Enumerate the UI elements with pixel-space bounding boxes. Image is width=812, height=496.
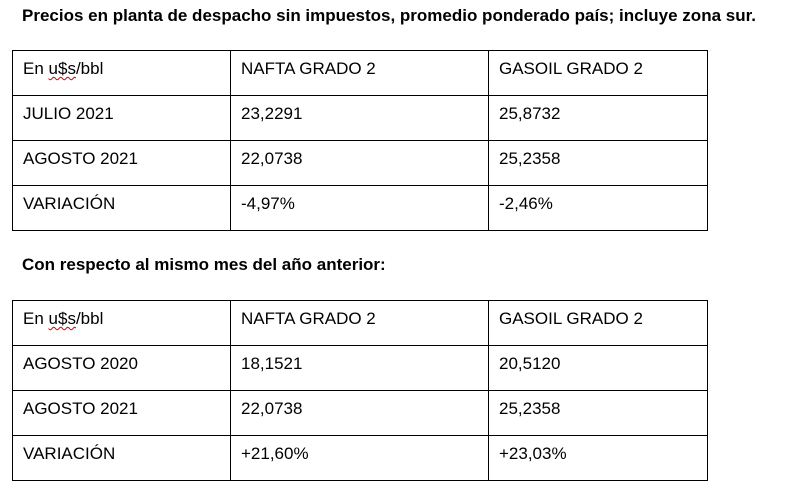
section-heading: Con respecto al mismo mes del año anteri… bbox=[22, 255, 386, 274]
table-row: VARIACIÓN -4,97% -2,46% bbox=[12, 185, 708, 231]
gasoil-value-cell: 25,2358 bbox=[488, 390, 708, 436]
row-label-cell: AGOSTO 2021 bbox=[12, 390, 231, 436]
table-header-row: En u$s/bbl NAFTA GRADO 2 GASOIL GRADO 2 bbox=[12, 300, 708, 346]
unit-header-cell: En u$s/bbl bbox=[12, 50, 231, 96]
unit-header-cell: En u$s/bbl bbox=[12, 300, 231, 346]
gasoil-value-cell: +23,03% bbox=[488, 435, 708, 481]
nafta-value-cell: 22,0738 bbox=[230, 140, 489, 186]
gasoil-value-cell: -2,46% bbox=[488, 185, 708, 231]
gasoil-header-cell: GASOIL GRADO 2 bbox=[488, 300, 708, 346]
unit-word: u$s bbox=[48, 309, 76, 328]
price-table-monthly: En u$s/bbl NAFTA GRADO 2 GASOIL GRADO 2 … bbox=[12, 50, 708, 231]
unit-suffix: /bbl bbox=[75, 59, 104, 78]
table-row: VARIACIÓN +21,60% +23,03% bbox=[12, 435, 708, 481]
row-label-cell: VARIACIÓN bbox=[12, 185, 231, 231]
nafta-header-cell: NAFTA GRADO 2 bbox=[230, 300, 489, 346]
table-row: JULIO 2021 23,2291 25,8732 bbox=[12, 95, 708, 141]
unit-word: u$s bbox=[48, 59, 76, 78]
gasoil-value-cell: 20,5120 bbox=[488, 345, 708, 391]
row-label-cell: JULIO 2021 bbox=[12, 95, 231, 141]
row-label-cell: VARIACIÓN bbox=[12, 435, 231, 481]
nafta-value-cell: -4,97% bbox=[230, 185, 489, 231]
table-row: AGOSTO 2020 18,1521 20,5120 bbox=[12, 345, 708, 391]
row-label-cell: AGOSTO 2020 bbox=[12, 345, 231, 391]
unit-suffix: /bbl bbox=[75, 309, 104, 328]
table-header-row: En u$s/bbl NAFTA GRADO 2 GASOIL GRADO 2 bbox=[12, 50, 708, 96]
page-title: Precios en planta de despacho sin impues… bbox=[22, 6, 756, 25]
nafta-value-cell: 22,0738 bbox=[230, 390, 489, 436]
unit-prefix: En bbox=[23, 59, 49, 78]
unit-prefix: En bbox=[23, 309, 49, 328]
nafta-header-cell: NAFTA GRADO 2 bbox=[230, 50, 489, 96]
nafta-value-cell: 23,2291 bbox=[230, 95, 489, 141]
gasoil-header-cell: GASOIL GRADO 2 bbox=[488, 50, 708, 96]
nafta-value-cell: +21,60% bbox=[230, 435, 489, 481]
gasoil-value-cell: 25,2358 bbox=[488, 140, 708, 186]
nafta-value-cell: 18,1521 bbox=[230, 345, 489, 391]
table-row: AGOSTO 2021 22,0738 25,2358 bbox=[12, 140, 708, 186]
gasoil-value-cell: 25,8732 bbox=[488, 95, 708, 141]
row-label-cell: AGOSTO 2021 bbox=[12, 140, 231, 186]
price-table-yearly: En u$s/bbl NAFTA GRADO 2 GASOIL GRADO 2 … bbox=[12, 300, 708, 481]
table-row: AGOSTO 2021 22,0738 25,2358 bbox=[12, 390, 708, 436]
